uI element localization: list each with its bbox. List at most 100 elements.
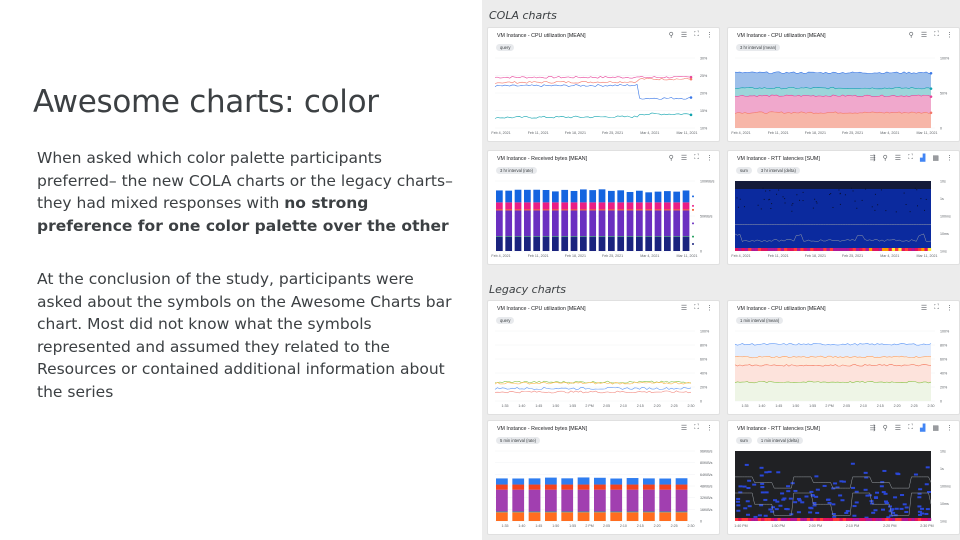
grid-icon[interactable]: ▦	[932, 425, 939, 432]
more-icon[interactable]: ⋮	[946, 32, 953, 39]
chart-chip[interactable]: sum	[736, 437, 752, 444]
heatmap-cell	[770, 510, 775, 513]
chart-card: 10s 1s 100ms 10ms 1ms Feb 4, 2021 Feb 11, 2021…	[727, 150, 960, 265]
heatmap-cell	[782, 497, 787, 500]
heatmap-bottom-cell	[885, 518, 889, 521]
search-icon[interactable]: ⚲	[668, 32, 674, 39]
y-tick-label: 25%	[700, 74, 708, 78]
heatmap-icon[interactable]: ▟	[919, 425, 926, 432]
more-icon[interactable]: ⋮	[706, 425, 713, 432]
heatmap-cell	[753, 515, 758, 518]
heatmap-bottom-cell	[914, 518, 919, 521]
legend-icon[interactable]: ☰	[680, 425, 688, 432]
chart-chip[interactable]: query	[496, 317, 515, 324]
legend-icon[interactable]: ☰	[920, 32, 928, 39]
search-icon[interactable]: ⚲	[908, 32, 914, 39]
more-icon[interactable]: ⋮	[946, 155, 953, 162]
heatmap-bottom-cell	[816, 518, 821, 521]
more-icon[interactable]: ⋮	[706, 305, 713, 312]
x-tick-label: 2:15	[637, 524, 644, 528]
chart-chip[interactable]: 3 hr interval (mean)	[736, 44, 781, 51]
heatmap-cell	[865, 494, 870, 497]
heatmap-cell	[888, 510, 893, 513]
fullscreen-icon[interactable]: ⛶	[908, 424, 913, 431]
fullscreen-icon[interactable]: ⛶	[934, 31, 939, 38]
more-icon[interactable]: ⋮	[706, 155, 713, 162]
heatmap-cell	[776, 471, 781, 474]
bar-segment	[545, 511, 557, 513]
heatmap-cell	[800, 501, 805, 504]
search-icon[interactable]: ⚲	[882, 425, 888, 432]
more-icon[interactable]: ⋮	[946, 425, 953, 432]
bar-segment	[496, 478, 508, 485]
more-icon[interactable]: ⋮	[706, 32, 713, 39]
legend-icon[interactable]: ☰	[680, 32, 688, 39]
heatmap-cell	[752, 483, 757, 486]
bar-segment	[598, 209, 606, 211]
chart-chip[interactable]: sum	[736, 167, 752, 174]
heatmap-cell	[917, 505, 922, 508]
chart-chip[interactable]: 3 hr interval (delta)	[756, 167, 800, 174]
heatmap-cell	[918, 513, 923, 516]
series-end-marker	[689, 75, 693, 79]
bar-segment	[514, 189, 522, 203]
heatmap-cell	[796, 511, 801, 514]
heatmap-cell	[769, 198, 771, 200]
heatmap-cell	[925, 466, 930, 469]
bar-segment	[496, 236, 503, 237]
series-line	[494, 390, 692, 394]
bar-segment	[598, 237, 606, 251]
heatmap-cell	[894, 507, 899, 510]
filter-icon[interactable]: ⇶	[869, 155, 876, 162]
chart-chip[interactable]: 1 min interval (mean)	[736, 317, 784, 324]
bar-segment	[626, 236, 634, 237]
x-tick-label: 2:15	[877, 404, 884, 408]
legend-icon[interactable]: ☰	[680, 305, 688, 312]
y-tick-label: 60%	[700, 358, 708, 362]
more-icon[interactable]: ⋮	[946, 305, 953, 312]
heatmap-cell	[882, 469, 887, 472]
x-tick-label: 2:10	[860, 404, 867, 408]
heatmap-cell	[736, 509, 741, 512]
fullscreen-icon[interactable]: ⛶	[694, 154, 699, 161]
legend-icon[interactable]: ☰	[894, 425, 902, 432]
heatmap-icon[interactable]: ▟	[919, 155, 926, 162]
heatmap-cell	[916, 205, 918, 207]
search-icon[interactable]: ⚲	[668, 155, 674, 162]
filter-icon[interactable]: ⇶	[869, 425, 876, 432]
x-tick-label: 1:45	[535, 524, 542, 528]
bar-segment	[636, 237, 643, 251]
bar-segment	[626, 512, 639, 521]
bar-segment	[514, 209, 522, 211]
bar-segment	[505, 202, 513, 210]
heatmap-bottom-cell	[754, 518, 759, 521]
fullscreen-icon[interactable]: ⛶	[694, 304, 699, 311]
chart-chip[interactable]: query	[496, 44, 515, 51]
heatmap-cell	[774, 508, 779, 511]
x-tick-label: 2:20 PM	[883, 524, 896, 528]
fullscreen-icon[interactable]: ⛶	[934, 304, 939, 311]
fullscreen-icon[interactable]: ⛶	[694, 31, 699, 38]
search-icon[interactable]: ⚲	[882, 155, 888, 162]
heatmap-cell	[861, 199, 863, 201]
chart-chip[interactable]: 1 min interval (delta)	[756, 437, 803, 444]
heatmap-bottom-cell	[904, 518, 909, 521]
heatmap-cell	[796, 497, 801, 500]
bar-segment	[645, 237, 653, 251]
bar-segment	[664, 236, 671, 237]
bar-segment	[496, 489, 508, 512]
heatmap-cell	[924, 483, 929, 486]
legend-icon[interactable]: ☰	[920, 305, 928, 312]
y-tick-label: 80KiB/s	[700, 461, 713, 465]
grid-icon[interactable]: ▦	[932, 155, 939, 162]
bar-segment	[608, 210, 615, 237]
legend-icon[interactable]: ☰	[894, 155, 902, 162]
legend-icon[interactable]: ☰	[680, 155, 688, 162]
fullscreen-icon[interactable]: ⛶	[694, 424, 699, 431]
chart-chip[interactable]: 5 min interval (rate)	[496, 437, 541, 444]
fullscreen-icon[interactable]: ⛶	[908, 154, 913, 161]
heatmap-cell	[815, 488, 820, 491]
chart-chip[interactable]: 3 hr interval (rate)	[496, 167, 538, 174]
bar-segment	[598, 189, 606, 203]
chart-toolbar: ⇶ ⚲ ☰ ⛶ ▟ ▦ ⋮	[870, 424, 953, 432]
